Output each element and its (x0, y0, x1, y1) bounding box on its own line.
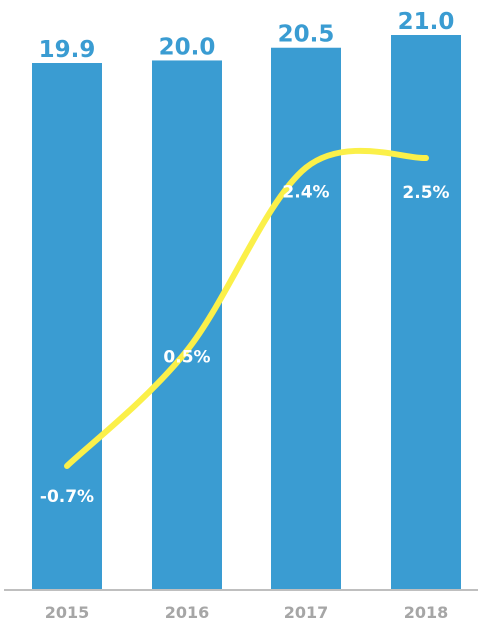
bar-2016 (152, 60, 222, 590)
growth-line (64, 147, 429, 469)
bar-2018 (391, 35, 461, 590)
x-tick-label-2015: 2015 (45, 603, 90, 622)
line-layer (64, 147, 429, 469)
bar-value-label-2018: 21.0 (398, 9, 455, 35)
line-value-label-2015: -0.7% (40, 487, 94, 507)
bar-2017 (271, 47, 341, 591)
bar-value-label-2016: 20.0 (159, 34, 216, 60)
x-tick-labels: 2015 2016 2017 2018 (45, 603, 449, 622)
bar-value-label-2017: 20.5 (278, 22, 335, 48)
line-value-label-2018: 2.5% (402, 183, 449, 203)
bar-2015 (32, 63, 102, 590)
bars-layer (32, 35, 461, 591)
x-tick-label-2018: 2018 (404, 603, 449, 622)
bar-value-label-2015: 19.9 (39, 37, 96, 63)
line-value-label-2016: 0.5% (163, 348, 210, 368)
labels-layer: 19.9 20.0 20.5 21.0 -0.7% 0.5% 2.4% 2.5% (39, 9, 455, 507)
x-tick-label-2017: 2017 (284, 603, 329, 622)
line-value-label-2017: 2.4% (282, 183, 329, 203)
x-tick-label-2016: 2016 (165, 603, 210, 622)
